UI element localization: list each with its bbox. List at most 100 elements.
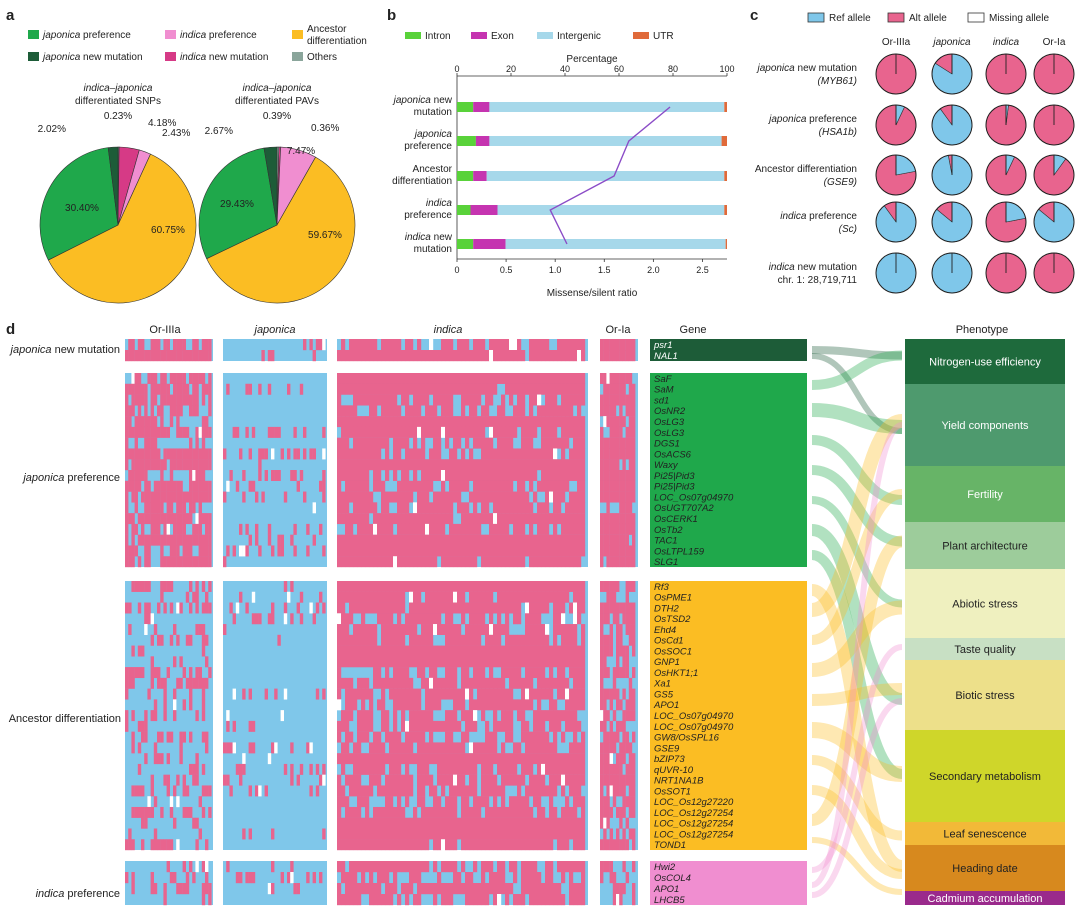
heatmap-cell bbox=[433, 459, 438, 471]
heatmap-cell bbox=[619, 667, 623, 679]
heatmap-cell bbox=[393, 839, 398, 851]
heatmap-cell bbox=[393, 350, 398, 362]
heatmap-cell bbox=[497, 491, 502, 503]
heatmap-cell bbox=[144, 513, 148, 525]
heatmap-cell bbox=[264, 785, 268, 797]
heatmap-cell bbox=[441, 602, 446, 614]
heatmap-cell bbox=[616, 350, 620, 362]
heatmap-cell bbox=[577, 394, 582, 406]
heatmap-cell bbox=[603, 581, 607, 592]
heatmap-cell bbox=[533, 459, 538, 471]
heatmap-cell bbox=[541, 459, 546, 471]
heatmap-cell bbox=[365, 634, 370, 646]
heatmap-cell bbox=[381, 556, 386, 568]
heatmap-cell bbox=[361, 556, 366, 568]
heatmap-cell bbox=[179, 534, 183, 546]
heatmap-cell bbox=[173, 459, 177, 471]
heatmap-cell bbox=[509, 459, 514, 471]
heatmap-cell bbox=[409, 459, 414, 471]
heatmap-cell bbox=[537, 613, 542, 625]
heatmap-cell bbox=[485, 828, 490, 840]
heatmap-cell bbox=[417, 602, 422, 614]
heatmap-cell bbox=[377, 416, 382, 428]
heatmap-cell bbox=[166, 480, 170, 492]
heatmap-cell bbox=[513, 742, 518, 754]
heatmap-cell bbox=[461, 602, 466, 614]
heatmap-cell bbox=[349, 581, 354, 592]
heatmap-cell bbox=[603, 828, 607, 840]
heatmap-cell bbox=[533, 634, 538, 646]
heatmap-cell bbox=[606, 350, 610, 362]
heatmap-cell bbox=[425, 656, 430, 668]
heatmap-cell bbox=[505, 491, 510, 503]
heatmap-cell bbox=[429, 883, 434, 895]
gene-name: OsLG3 bbox=[654, 428, 685, 439]
heatmap-cell bbox=[189, 699, 193, 711]
heatmap-cell bbox=[481, 602, 486, 614]
heatmap-cell bbox=[381, 383, 386, 395]
heatmap-cell bbox=[469, 591, 474, 603]
heatmap-cell bbox=[525, 872, 530, 884]
heatmap-cell bbox=[137, 416, 142, 428]
heatmap-cell bbox=[581, 545, 586, 557]
heatmap-cell bbox=[141, 523, 145, 535]
heatmap-cell bbox=[357, 480, 362, 492]
heatmap-cell bbox=[449, 861, 454, 873]
heatmap-cell bbox=[405, 523, 410, 535]
heatmap-cell bbox=[349, 373, 354, 384]
heatmap-cell bbox=[401, 742, 406, 754]
heatmap-cell bbox=[509, 491, 514, 503]
heatmap-cell bbox=[573, 416, 578, 428]
heatmap-cell bbox=[619, 753, 623, 765]
heatmap-cell bbox=[577, 339, 582, 351]
heatmap-cell bbox=[549, 350, 554, 362]
heatmap-cell bbox=[553, 394, 558, 406]
heatmap-cell bbox=[385, 656, 390, 668]
heatmap-cell bbox=[169, 581, 174, 592]
heatmap-cell-missing bbox=[271, 448, 275, 460]
heatmap-cell bbox=[429, 556, 434, 568]
heatmap-cell bbox=[195, 523, 199, 535]
heatmap-cell bbox=[349, 383, 354, 395]
heatmap-cell bbox=[389, 742, 394, 754]
heatmap-cell bbox=[632, 383, 636, 395]
heatmap-cell bbox=[557, 753, 562, 765]
pie-slice-label: 0.23% bbox=[104, 111, 132, 122]
heatmap-cell bbox=[469, 405, 474, 417]
pie-title: indica–japonica bbox=[84, 83, 153, 94]
heatmap-cell bbox=[409, 624, 414, 635]
heatmap-cell bbox=[537, 602, 542, 614]
heatmap-cell bbox=[409, 688, 414, 700]
heatmap-cell bbox=[600, 688, 604, 700]
phenotype-label: Abiotic stress bbox=[952, 599, 1018, 611]
heatmap-cell bbox=[287, 872, 291, 884]
heatmap-cell bbox=[569, 894, 574, 906]
heatmap-cell bbox=[600, 677, 604, 689]
heatmap-cell bbox=[541, 437, 546, 449]
heatmap-cell bbox=[509, 883, 514, 895]
heatmap-cell bbox=[385, 426, 390, 438]
heatmap-cell bbox=[150, 710, 154, 722]
heatmap-cell bbox=[600, 613, 604, 625]
heatmap-cell bbox=[577, 828, 582, 840]
heatmap-cell bbox=[619, 383, 623, 395]
heatmap-cell bbox=[417, 581, 422, 592]
heatmap-cell bbox=[545, 894, 550, 906]
heatmap-cell bbox=[349, 480, 354, 492]
heatmap-cell bbox=[421, 645, 426, 657]
heatmap-cell bbox=[373, 545, 378, 557]
heatmap-cell bbox=[600, 785, 604, 797]
heatmap-cell bbox=[397, 459, 402, 471]
heatmap-cell bbox=[173, 448, 177, 460]
heatmap-cell bbox=[413, 656, 418, 668]
heatmap-cell bbox=[198, 470, 202, 481]
heatmap-cell bbox=[353, 806, 358, 818]
heatmap-cell bbox=[581, 817, 586, 829]
heatmap-cell bbox=[473, 545, 478, 557]
heatmap-cell bbox=[377, 872, 382, 884]
heatmap-cell bbox=[345, 545, 350, 557]
heatmap-cell bbox=[417, 513, 422, 525]
heatmap-cell bbox=[195, 763, 199, 775]
heatmap-cell bbox=[166, 785, 170, 797]
heatmap-cell bbox=[441, 656, 446, 668]
